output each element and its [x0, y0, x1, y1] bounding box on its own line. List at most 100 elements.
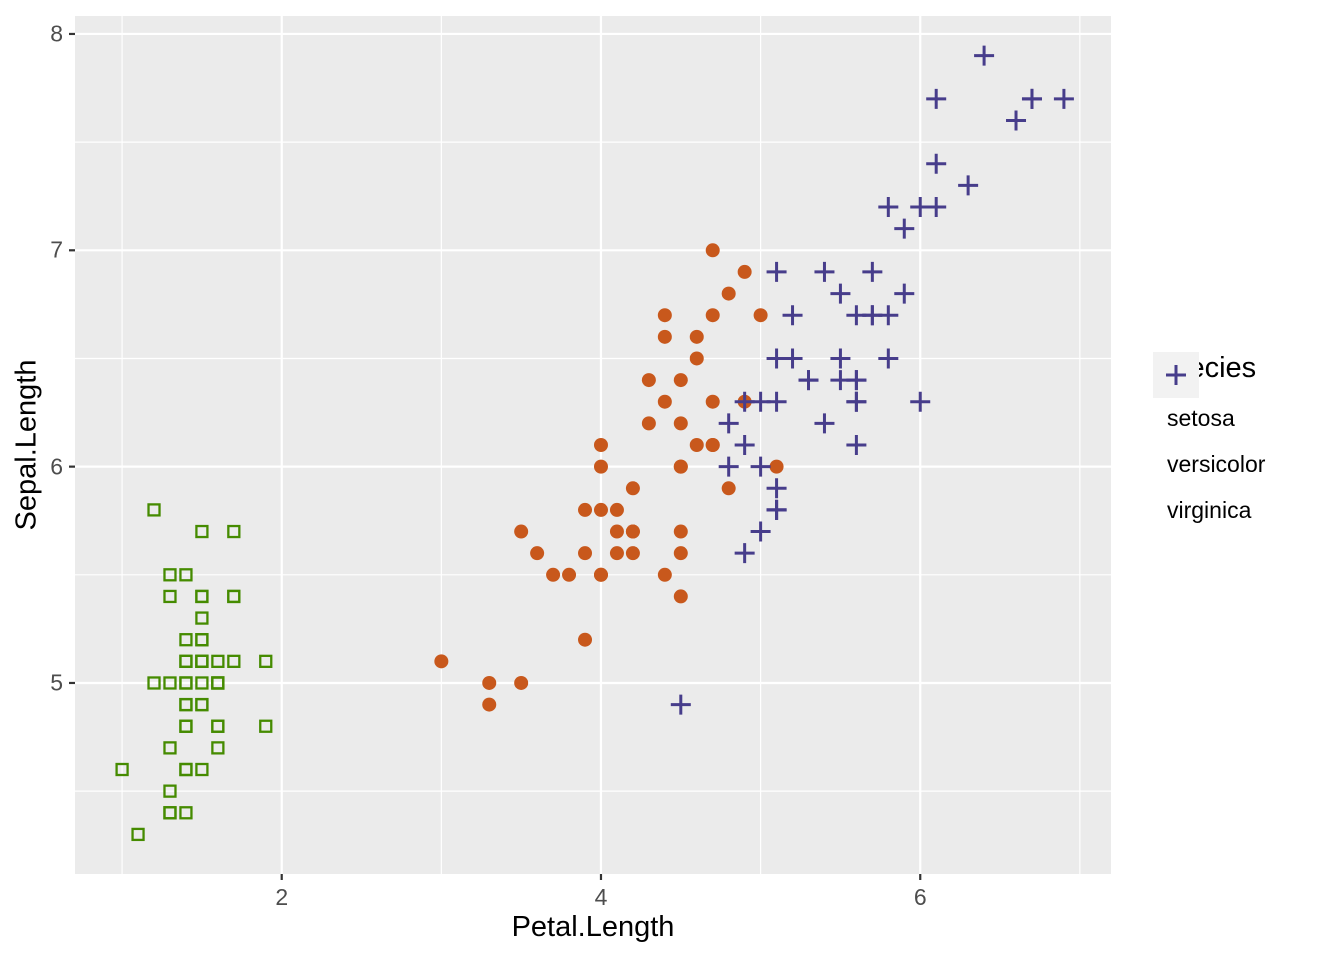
virginica-marker: [1166, 365, 1186, 385]
data-point-versicolor: [705, 438, 720, 452]
data-point-versicolor: [737, 264, 752, 279]
data-point-virginica: [878, 197, 899, 218]
data-point-virginica: [750, 521, 771, 542]
data-point-setosa: [211, 676, 225, 690]
data-point-versicolor: [657, 308, 672, 323]
panel-background: [75, 16, 1111, 874]
data-point-virginica: [926, 153, 947, 174]
data-point-versicolor: [625, 524, 640, 539]
data-point-setosa: [131, 827, 145, 842]
data-point-virginica: [1053, 88, 1074, 109]
data-point-setosa: [163, 741, 177, 755]
y-tick-label: 8: [50, 20, 63, 47]
data-point-setosa: [179, 697, 193, 712]
data-point-versicolor: [705, 308, 720, 323]
data-point-virginica: [846, 435, 867, 455]
data-point-versicolor: [689, 351, 704, 366]
data-point-setosa: [179, 762, 193, 777]
data-point-versicolor: [593, 459, 608, 474]
data-point-virginica: [830, 283, 851, 304]
data-point-setosa: [195, 589, 209, 604]
data-point-virginica: [814, 261, 835, 282]
data-point-setosa: [227, 654, 241, 668]
data-point-setosa: [195, 633, 209, 647]
data-point-setosa: [163, 568, 177, 582]
data-point-versicolor: [609, 546, 624, 561]
data-point-versicolor: [578, 546, 593, 561]
data-point-versicolor: [673, 459, 688, 474]
data-point-versicolor: [609, 524, 624, 539]
data-point-versicolor: [593, 567, 608, 582]
data-point-setosa: [179, 806, 193, 820]
data-point-versicolor: [721, 481, 736, 496]
data-point-virginica: [862, 305, 883, 326]
data-point-setosa: [147, 676, 161, 690]
data-point-versicolor: [578, 632, 593, 647]
data-point-setosa: [227, 589, 241, 604]
data-point-virginica: [814, 413, 835, 434]
data-point-virginica: [782, 305, 803, 326]
data-point-setosa: [179, 719, 193, 733]
data-point-virginica: [878, 348, 899, 369]
data-point-setosa: [163, 806, 177, 820]
data-point-versicolor: [514, 675, 529, 690]
virginica-plus-icon: [1153, 352, 1199, 398]
data-point-versicolor: [721, 286, 736, 301]
data-point-virginica: [766, 261, 787, 282]
x-tick-label: 4: [594, 884, 608, 910]
data-point-versicolor: [641, 373, 656, 388]
data-point-versicolor: [530, 546, 545, 561]
data-point-versicolor: [593, 502, 608, 517]
data-point-virginica: [718, 456, 739, 477]
data-point-versicolor: [562, 567, 577, 582]
data-point-virginica: [670, 694, 691, 715]
data-point-versicolor: [434, 654, 449, 669]
legend-label-virginica: virginica: [1167, 496, 1252, 523]
data-point-versicolor: [673, 524, 688, 539]
data-point-versicolor: [705, 243, 720, 258]
data-point-setosa: [179, 568, 193, 582]
data-point-setosa: [195, 697, 209, 712]
data-point-virginica: [734, 435, 755, 455]
data-point-versicolor: [578, 502, 593, 517]
data-point-setosa: [211, 741, 225, 755]
data-point-setosa: [195, 524, 209, 539]
data-point-virginica: [862, 261, 883, 282]
data-point-setosa: [195, 762, 209, 777]
data-point-versicolor: [625, 546, 640, 561]
data-point-setosa: [163, 589, 177, 604]
legend: Species setosa versicolor virginica: [1153, 352, 1338, 533]
data-point-virginica: [974, 45, 995, 66]
data-point-virginica: [926, 88, 947, 109]
data-point-virginica: [894, 218, 915, 239]
legend-label-setosa: setosa: [1167, 404, 1235, 431]
legend-label-versicolor: versicolor: [1167, 450, 1266, 477]
data-point-virginica: [1021, 88, 1042, 109]
data-point-setosa: [179, 676, 193, 690]
data-point-virginica: [958, 175, 979, 196]
x-axis-title: Petal.Length: [511, 911, 675, 943]
data-point-versicolor: [641, 416, 656, 431]
data-point-virginica: [750, 391, 771, 412]
data-point-setosa: [259, 654, 273, 668]
data-point-versicolor: [705, 394, 720, 409]
x-tick-label: 6: [913, 884, 927, 910]
data-point-virginica: [894, 283, 915, 304]
data-point-setosa: [195, 654, 209, 668]
data-point-setosa: [211, 719, 225, 733]
data-point-versicolor: [609, 502, 624, 517]
data-point-setosa: [163, 784, 177, 798]
data-point-virginica: [750, 456, 771, 477]
data-point-versicolor: [673, 416, 688, 431]
data-point-virginica: [910, 197, 931, 218]
y-tick-label: 7: [50, 236, 63, 263]
data-point-versicolor: [482, 697, 497, 712]
y-axis-title: Sepal.Length: [10, 359, 43, 531]
data-point-virginica: [798, 370, 819, 391]
legend-item-virginica: virginica: [1153, 352, 1338, 533]
data-point-virginica: [718, 413, 739, 434]
legend-item-setosa: setosa: [1153, 352, 1338, 441]
data-point-setosa: [195, 676, 209, 690]
